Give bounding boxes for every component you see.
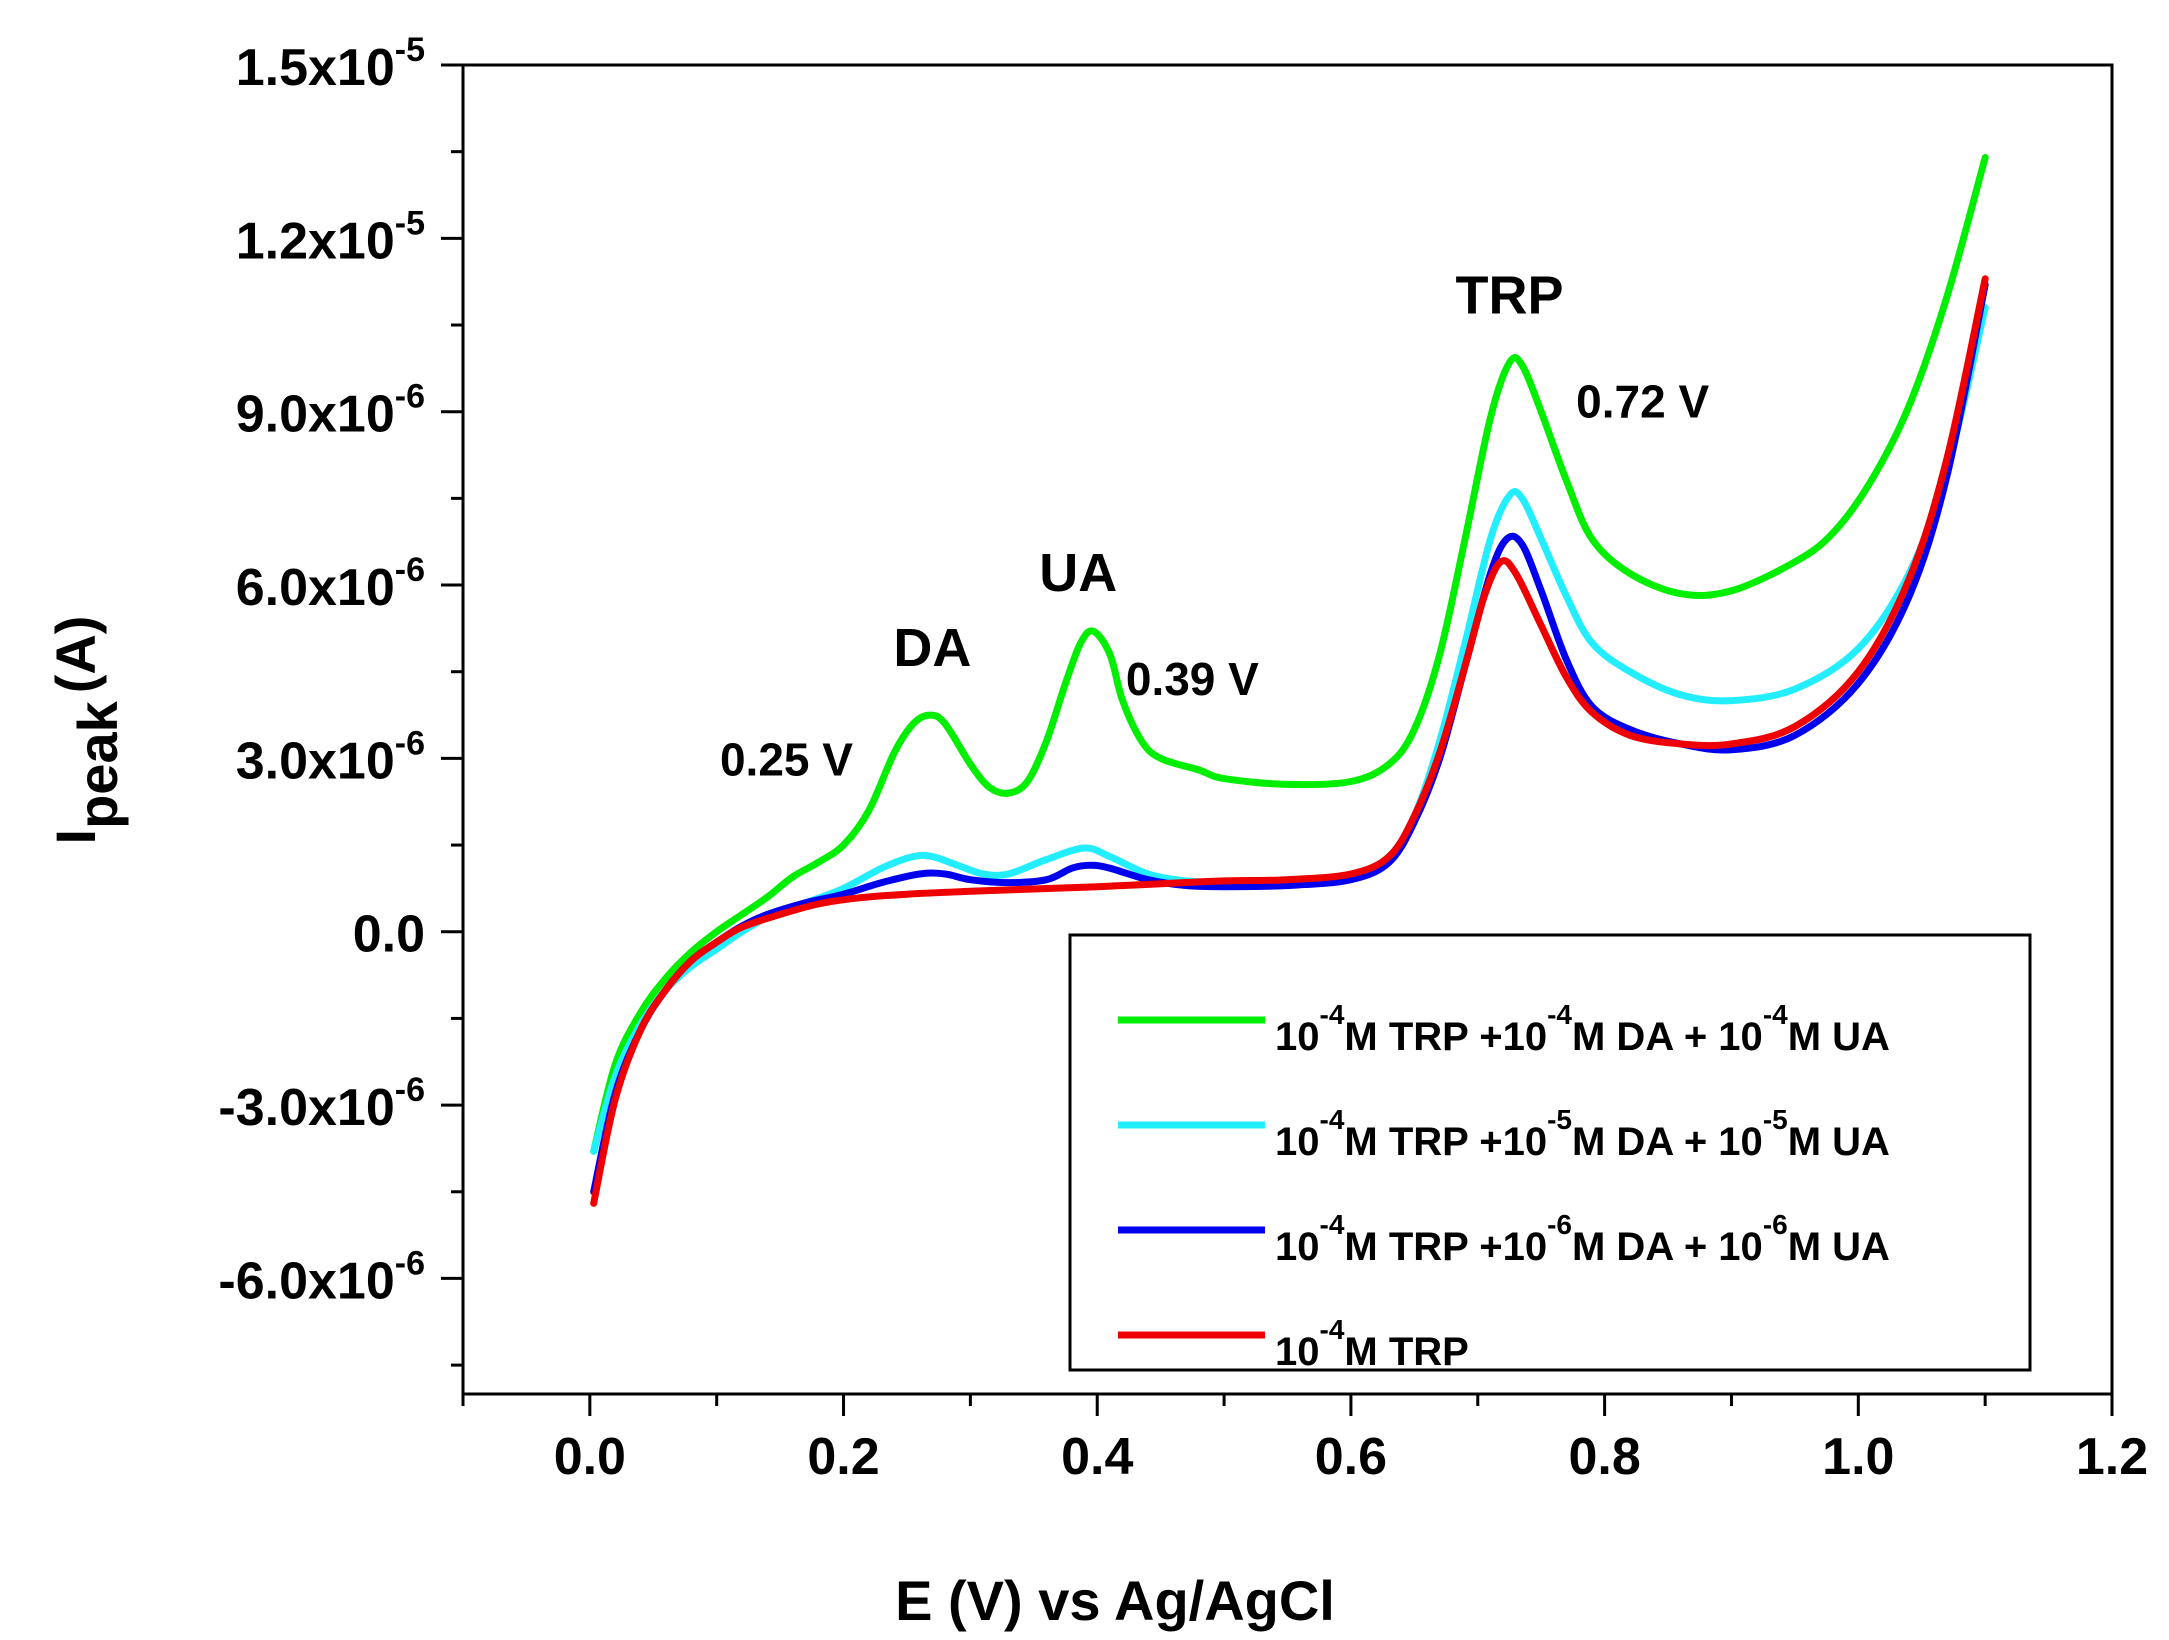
peak-annotation: 0.72 V bbox=[1576, 375, 1709, 427]
peak-annotation: 0.39 V bbox=[1126, 653, 1259, 705]
legend-label-1: 10-4M TRP +10-4M DA + 10-4M UA bbox=[1275, 999, 1890, 1059]
y-tick-label: 9.0x10-6 bbox=[236, 378, 425, 444]
y-axis-title-base: I bbox=[44, 829, 107, 845]
peak-annotation: 0.25 V bbox=[720, 734, 853, 786]
y-tick-label: 3.0x10-6 bbox=[236, 724, 425, 790]
y-axis-title: Ipeak(A) bbox=[44, 616, 129, 845]
x-tick-label: 0.4 bbox=[1061, 1428, 1133, 1486]
series-lines bbox=[590, 154, 1989, 1207]
legend-box bbox=[1068, 933, 2032, 1372]
legend-label-3: 10-4M TRP +10-6M DA + 10-6M UA bbox=[1275, 1209, 1890, 1269]
y-axis-title-subscript: peak bbox=[66, 700, 129, 828]
legend-items: 10-4M TRP +10-4M DA + 10-4M UA 10-4M TRP … bbox=[1118, 999, 1890, 1374]
x-tick-label: 0.0 bbox=[554, 1428, 626, 1486]
peak-annotation: TRP bbox=[1455, 265, 1563, 325]
y-tick-label: 1.2x10-5 bbox=[236, 204, 425, 270]
x-tick-label: 0.2 bbox=[807, 1428, 879, 1486]
legend: 10-4M TRP +10-4M DA + 10-4M UA 10-4M TRP … bbox=[1068, 933, 2032, 1374]
x-tick-label: 1.0 bbox=[1822, 1428, 1894, 1486]
y-tick-label: -6.0x10-6 bbox=[218, 1244, 425, 1310]
y-tick-label: 0.0 bbox=[353, 906, 425, 964]
y-tick-label: 6.0x10-6 bbox=[236, 551, 425, 617]
legend-label-2: 10-4M TRP +10-5M DA + 10-5M UA bbox=[1275, 1104, 1890, 1164]
y-axis-title-unit: (A) bbox=[44, 616, 107, 694]
plot-area-frame bbox=[461, 63, 2114, 1396]
x-axis-tick-labels: 0.0 0.2 0.4 0.6 0.8 1.0 1.2 bbox=[554, 1428, 2148, 1486]
peak-annotation: DA bbox=[893, 618, 971, 678]
axis-ticks bbox=[441, 63, 2114, 1416]
y-axis-tick-labels: 1.5x10-5 1.2x10-5 9.0x10-6 6.0x10-6 3.0x10-6… bbox=[218, 31, 425, 1310]
legend-label-4: 10-4M TRP bbox=[1275, 1314, 1469, 1374]
series-line-1 bbox=[590, 154, 1989, 1155]
y-tick-label: 1.5x10-5 bbox=[236, 31, 425, 97]
series-line-4 bbox=[590, 275, 1989, 1207]
y-tick-label: -3.0x10-6 bbox=[218, 1071, 425, 1137]
x-axis-title: E (V) vs Ag/AgCl bbox=[895, 1569, 1335, 1632]
x-tick-label: 0.8 bbox=[1568, 1428, 1640, 1486]
x-tick-label: 0.6 bbox=[1315, 1428, 1387, 1486]
x-tick-label: 1.2 bbox=[2076, 1428, 2148, 1486]
peak-annotation: UA bbox=[1039, 543, 1117, 603]
